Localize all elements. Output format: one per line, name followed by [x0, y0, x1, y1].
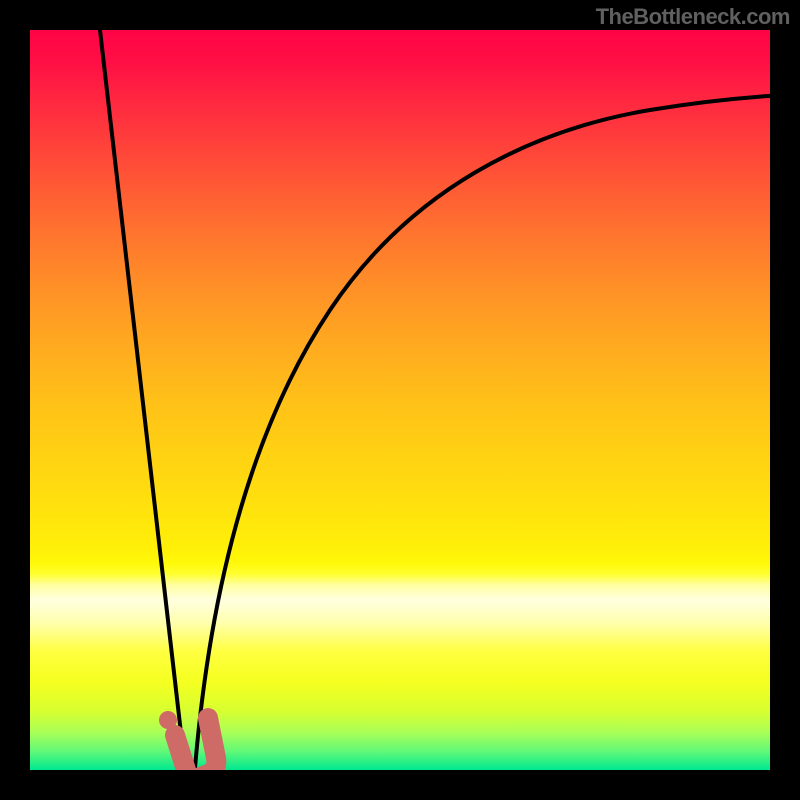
bottleneck-chart	[0, 0, 800, 800]
watermark-text: TheBottleneck.com	[596, 4, 790, 30]
marker-dot	[159, 711, 177, 729]
chart-container: TheBottleneck.com	[0, 0, 800, 800]
